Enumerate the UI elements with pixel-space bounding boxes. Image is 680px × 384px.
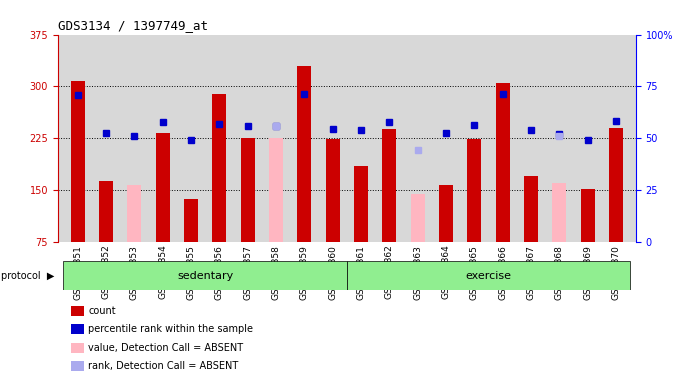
Bar: [184, 199, 198, 242]
Bar: [127, 185, 141, 242]
Bar: [524, 176, 538, 242]
Text: rank, Detection Call = ABSENT: rank, Detection Call = ABSENT: [88, 361, 239, 371]
Bar: [411, 194, 425, 242]
Text: count: count: [88, 306, 116, 316]
Text: protocol  ▶: protocol ▶: [1, 270, 54, 281]
Bar: [439, 185, 453, 242]
Bar: [212, 94, 226, 242]
Bar: [269, 138, 283, 242]
Bar: [99, 181, 113, 242]
Text: sedentary: sedentary: [177, 270, 233, 281]
Text: GDS3134 / 1397749_at: GDS3134 / 1397749_at: [58, 19, 208, 32]
Bar: [156, 133, 170, 242]
Bar: [71, 81, 85, 242]
Bar: [241, 138, 255, 242]
Bar: [63, 261, 347, 290]
Bar: [326, 139, 340, 242]
Text: value, Detection Call = ABSENT: value, Detection Call = ABSENT: [88, 343, 243, 353]
Text: percentile rank within the sample: percentile rank within the sample: [88, 324, 254, 334]
Text: exercise: exercise: [466, 270, 511, 281]
Bar: [552, 183, 566, 242]
Bar: [382, 129, 396, 242]
Bar: [354, 166, 368, 242]
Bar: [609, 128, 623, 242]
Bar: [347, 261, 630, 290]
Bar: [467, 139, 481, 242]
Bar: [581, 189, 595, 242]
Bar: [496, 83, 510, 242]
Bar: [297, 66, 311, 242]
